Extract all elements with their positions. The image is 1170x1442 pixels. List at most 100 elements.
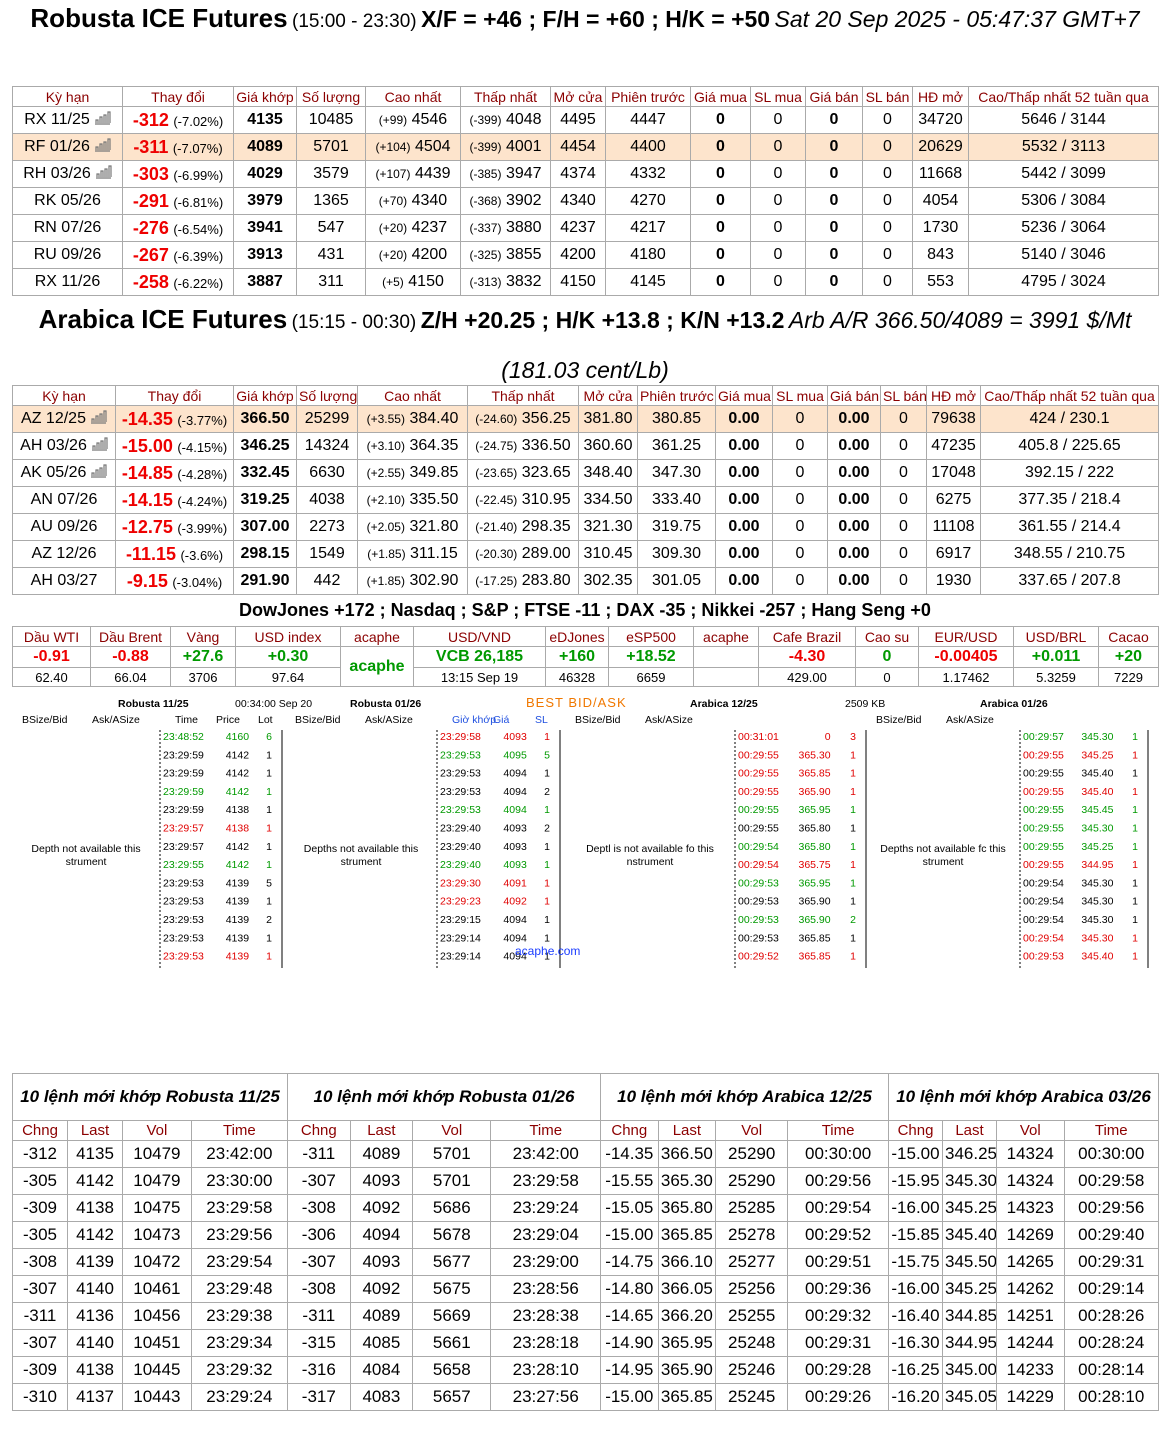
- time: 23:29:58: [190, 1194, 289, 1222]
- time: 00:29:56: [787, 1167, 889, 1195]
- trade-lot: 1: [850, 932, 856, 944]
- chart-icon[interactable]: [94, 138, 111, 152]
- change: -309: [12, 1356, 68, 1384]
- low-cell: (-24.60) 356.25: [467, 405, 579, 433]
- low-change: (-368): [469, 194, 502, 208]
- trade-time: 00:29:54: [738, 859, 779, 871]
- contract-name: AZ 12/26: [31, 545, 97, 562]
- panel-header: Arabica 01/26: [980, 698, 1048, 710]
- trade-lot: 1: [850, 823, 856, 835]
- trade-lot: 1: [266, 932, 272, 944]
- trade-row: -15.85 345.40 14269 00:29:40: [888, 1221, 1160, 1249]
- time: 23:29:24: [190, 1383, 289, 1411]
- volume: 5701: [412, 1167, 492, 1195]
- low: 4048: [505, 111, 542, 128]
- trade-time: 00:29:55: [738, 749, 779, 761]
- trade-lot: 1: [266, 786, 272, 798]
- trade-lot: 1: [850, 786, 856, 798]
- chart-icon[interactable]: [95, 165, 112, 179]
- panel-header: Arabica 12/25: [690, 698, 758, 710]
- contract-name: AK 05/26: [20, 464, 87, 481]
- previous-close: 361.25: [637, 432, 716, 460]
- time: 00:30:00: [1063, 1140, 1160, 1168]
- column-header: Thay đổi: [122, 86, 234, 107]
- heading-note: Sat 20 Sep 2025 - 05:47:37 GMT+7: [774, 6, 1140, 32]
- high: 4340: [411, 192, 448, 209]
- trade-lot: 1: [266, 859, 272, 871]
- table-title: 10 lệnh mới khớp Arabica 12/25: [600, 1073, 889, 1121]
- change: -14.90: [600, 1329, 659, 1357]
- trade-lot: 1: [544, 859, 550, 871]
- volume: 14265: [996, 1248, 1065, 1276]
- trade-lot: 1: [266, 749, 272, 761]
- depth-message: strument: [66, 856, 107, 868]
- market-value: 1.17462: [918, 667, 1014, 687]
- trade-price: 4142: [226, 786, 250, 798]
- chart-icon[interactable]: [91, 437, 108, 451]
- market-change: +160: [545, 646, 609, 668]
- column-header: Cacao: [1098, 626, 1159, 647]
- volume: 14324: [996, 1140, 1065, 1168]
- trade-price: 365.95: [799, 804, 831, 816]
- previous-close: 4400: [605, 133, 691, 161]
- chart-icon[interactable]: [90, 464, 108, 478]
- last: 4092: [349, 1275, 414, 1303]
- change-cell: -267 (-6.39%): [122, 241, 234, 269]
- last: 345.50: [942, 1248, 997, 1276]
- volume: 431: [296, 241, 366, 269]
- trade-time: 23:29:15: [440, 914, 481, 926]
- trade-time: 23:29:40: [440, 823, 481, 835]
- contract-name: RN 07/26: [33, 219, 102, 236]
- trade-time: 00:29:55: [1023, 749, 1064, 761]
- trade-time: 00:29:53: [738, 896, 779, 908]
- trade-price: 345.25: [1081, 749, 1113, 761]
- trade-row: -16.00 345.25 14262 00:29:14: [888, 1275, 1160, 1303]
- trade-price: 344.95: [1081, 859, 1113, 871]
- last: 366.05: [657, 1275, 717, 1303]
- column-header: Thấp nhất: [467, 385, 579, 406]
- column-header: Chng: [12, 1120, 68, 1141]
- ask: 0.00: [827, 486, 881, 514]
- column-label: Giờ khớp: [452, 714, 496, 726]
- range-52-week: 5442 / 3099: [968, 160, 1159, 188]
- time: 23:28:10: [490, 1356, 602, 1384]
- column-header: acaphe: [693, 626, 759, 647]
- trade-price: 4093: [503, 823, 527, 835]
- chart-icon[interactable]: [94, 111, 111, 125]
- open: 4340: [550, 187, 606, 215]
- trade-time: 00:31:01: [738, 731, 779, 743]
- trade-time: 00:29:55: [738, 786, 779, 798]
- market-change: -0.00405: [918, 646, 1014, 668]
- volume: 442: [296, 567, 358, 595]
- open: 4200: [550, 241, 606, 269]
- change-cell: -14.35 (-3.77%): [115, 405, 234, 433]
- column-header: Dầu Brent: [90, 626, 171, 647]
- trade-lot: 1: [1132, 951, 1138, 963]
- change: -307: [12, 1329, 68, 1357]
- high-cell: (+1.85) 311.15: [357, 540, 468, 568]
- trade-lot: 1: [850, 859, 856, 871]
- change: -310: [12, 1383, 68, 1411]
- last: 344.85: [942, 1302, 997, 1330]
- trade-time: 00:29:55: [1023, 859, 1064, 871]
- column-header: eSP500: [608, 626, 694, 647]
- last: 345.00: [942, 1356, 997, 1384]
- high-change: (+20): [378, 248, 408, 262]
- bid-size: 0: [750, 133, 806, 161]
- trade-price: 4160: [226, 731, 250, 743]
- last: 4089: [349, 1302, 414, 1330]
- market-value: 13:15 Sep 19: [413, 667, 546, 687]
- trade-lot: 1: [544, 804, 550, 816]
- change: -14.95: [600, 1356, 659, 1384]
- column-header: Cafe Brazil: [758, 626, 856, 647]
- chart-icon[interactable]: [90, 410, 107, 424]
- low: 323.65: [521, 464, 571, 481]
- trade-price: 4091: [503, 877, 527, 889]
- column-header: Cao su: [855, 626, 919, 647]
- ask-size: 0: [880, 567, 927, 595]
- trade-row: -15.00 365.85 25278 00:29:52: [600, 1221, 889, 1249]
- low: 356.25: [521, 410, 571, 427]
- contract-name: RX 11/25: [24, 111, 90, 128]
- volume: 10456: [122, 1302, 192, 1330]
- column-header: Phiên trước: [605, 86, 691, 107]
